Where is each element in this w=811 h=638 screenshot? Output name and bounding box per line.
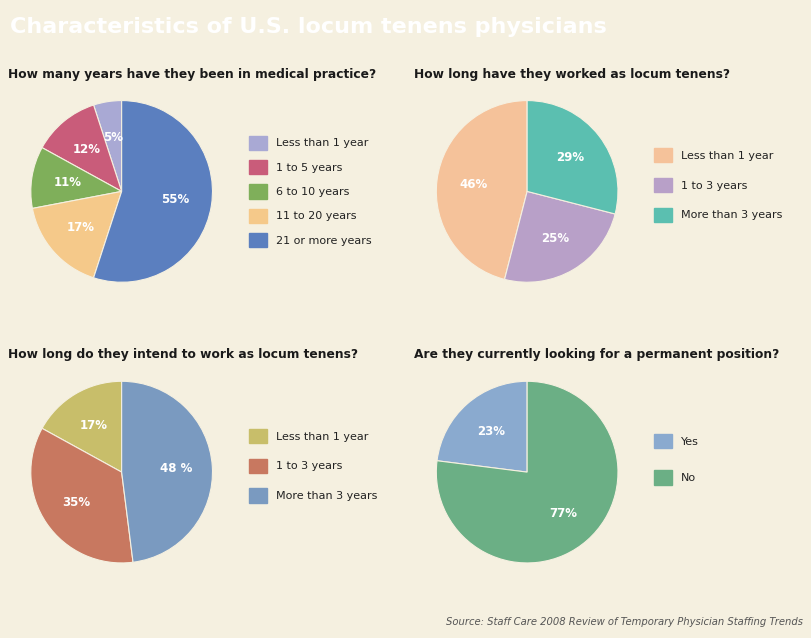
Text: 25%: 25% [541,232,569,245]
Legend: Less than 1 year, 1 to 3 years, More than 3 years: Less than 1 year, 1 to 3 years, More tha… [654,148,783,222]
Text: 55%: 55% [161,193,190,207]
Text: Are they currently looking for a permanent position?: Are they currently looking for a permane… [414,348,779,360]
Text: 12%: 12% [73,143,101,156]
Wedge shape [93,101,212,282]
Wedge shape [42,382,122,472]
Wedge shape [436,101,527,279]
Text: Characteristics of U.S. locum tenens physicians: Characteristics of U.S. locum tenens phy… [10,17,607,37]
Text: 29%: 29% [556,151,584,165]
Text: 48 %: 48 % [160,462,192,475]
Text: How long do they intend to work as locum tenens?: How long do they intend to work as locum… [8,348,358,360]
Text: 23%: 23% [477,425,505,438]
Text: How many years have they been in medical practice?: How many years have they been in medical… [8,68,376,81]
Legend: Less than 1 year, 1 to 3 years, More than 3 years: Less than 1 year, 1 to 3 years, More tha… [249,429,377,503]
Text: 17%: 17% [67,221,95,234]
Wedge shape [93,101,122,191]
Wedge shape [42,105,122,191]
Text: 11%: 11% [54,176,82,189]
Wedge shape [31,428,133,563]
Wedge shape [436,382,618,563]
Wedge shape [122,382,212,562]
Text: How long have they worked as locum tenens?: How long have they worked as locum tenen… [414,68,730,81]
Text: Source: Staff Care 2008 Review of Temporary Physician Staffing Trends: Source: Staff Care 2008 Review of Tempor… [446,616,803,627]
Text: 77%: 77% [549,507,577,519]
Legend: Less than 1 year, 1 to 5 years, 6 to 10 years, 11 to 20 years, 21 or more years: Less than 1 year, 1 to 5 years, 6 to 10 … [249,136,371,247]
Legend: Yes, No: Yes, No [654,434,699,485]
Text: 46%: 46% [459,178,487,191]
Text: 17%: 17% [80,419,108,432]
Text: 5%: 5% [103,131,123,144]
Text: 35%: 35% [62,496,91,509]
Wedge shape [31,147,122,209]
Wedge shape [437,382,527,472]
Wedge shape [527,101,618,214]
Wedge shape [504,191,615,282]
Wedge shape [32,191,122,278]
